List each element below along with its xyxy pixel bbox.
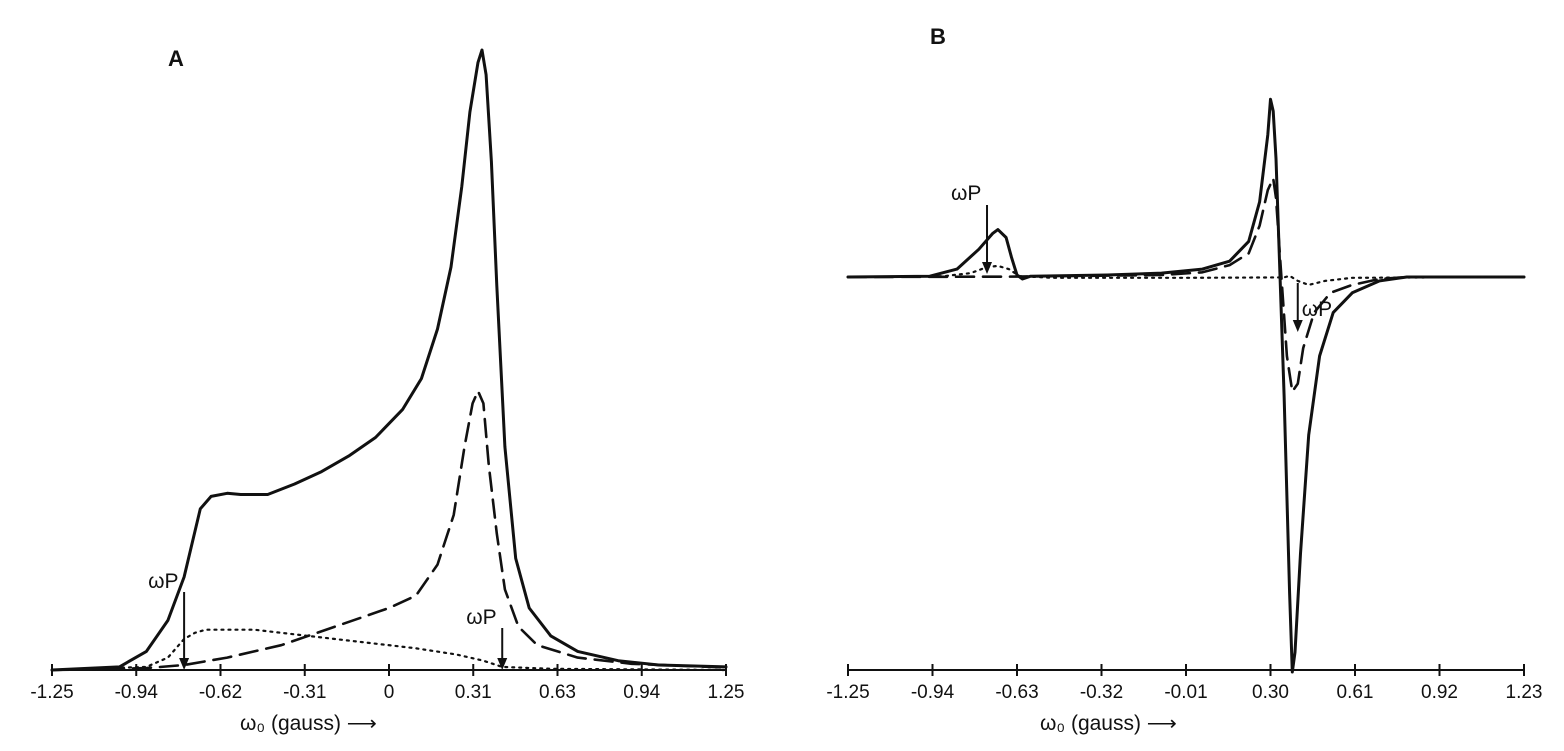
panel-b: B -1.25 -0.94 -0.63 -0.32 -0.01 0.30 0.61 0.92 1… <box>826 24 1542 735</box>
arrow-head-icon <box>982 262 993 274</box>
arrow-head-icon <box>1292 320 1303 332</box>
x-tick-label: -1.25 <box>30 682 73 703</box>
omega-p-label: ωP <box>466 606 496 629</box>
omega-p-label: ωP <box>951 182 981 205</box>
x-tick-label: 0 <box>384 682 395 703</box>
series-line-dashed <box>846 177 1526 393</box>
panel-a: A -1.25 -0.94 -0.62 -0.31 0 0.31 0.63 0.94 1.25 … <box>30 46 744 735</box>
x-tick-label: 0.63 <box>539 682 576 703</box>
annotations-a: ωP ωP <box>148 570 508 670</box>
x-tick-label: 0.94 <box>623 682 660 703</box>
curves-b <box>846 97 1526 674</box>
series-line-solid <box>846 97 1526 674</box>
x-ticks-a: -1.25 -0.94 -0.62 -0.31 0 0.31 0.63 0.94 1.25 <box>30 664 744 703</box>
x-tick-label: -0.32 <box>1080 682 1123 703</box>
omega-p-label: ωP <box>148 570 178 593</box>
panel-label-b: B <box>930 24 946 49</box>
x-tick-label: -1.25 <box>826 682 869 703</box>
series-line-solid <box>50 48 728 672</box>
arrow-head-icon <box>179 658 190 670</box>
x-tick-label: 0.31 <box>455 682 492 703</box>
x-tick-label: -0.63 <box>995 682 1038 703</box>
x-tick-label: 1.25 <box>708 682 745 703</box>
x-tick-label: 0.61 <box>1337 682 1374 703</box>
arrow-head-icon <box>497 658 508 670</box>
x-tick-label: 0.30 <box>1252 682 1289 703</box>
series-line-dotted <box>846 264 1526 286</box>
x-tick-label: -0.62 <box>199 682 242 703</box>
omega-p-label: ωP <box>1302 298 1332 321</box>
x-ticks-b: -1.25 -0.94 -0.63 -0.32 -0.01 0.30 0.61 0.92 1.2… <box>826 664 1542 703</box>
x-tick-label: -0.94 <box>911 682 955 703</box>
series-line-dotted <box>50 628 728 672</box>
x-tick-label: -0.31 <box>283 682 326 703</box>
annotations-b: ωP ωP <box>951 182 1332 332</box>
x-tick-label: 0.92 <box>1421 682 1458 703</box>
panel-label-a: A <box>168 46 184 71</box>
x-axis-label-a: ω₀ (gauss) ⟶ <box>240 712 377 735</box>
x-tick-label: 1.23 <box>1506 682 1543 703</box>
series-line-dashed <box>50 389 728 672</box>
x-tick-label: -0.01 <box>1164 682 1207 703</box>
curves-a <box>50 48 728 672</box>
x-tick-label: -0.94 <box>115 682 159 703</box>
x-axis-label-b: ω₀ (gauss) ⟶ <box>1040 712 1177 735</box>
